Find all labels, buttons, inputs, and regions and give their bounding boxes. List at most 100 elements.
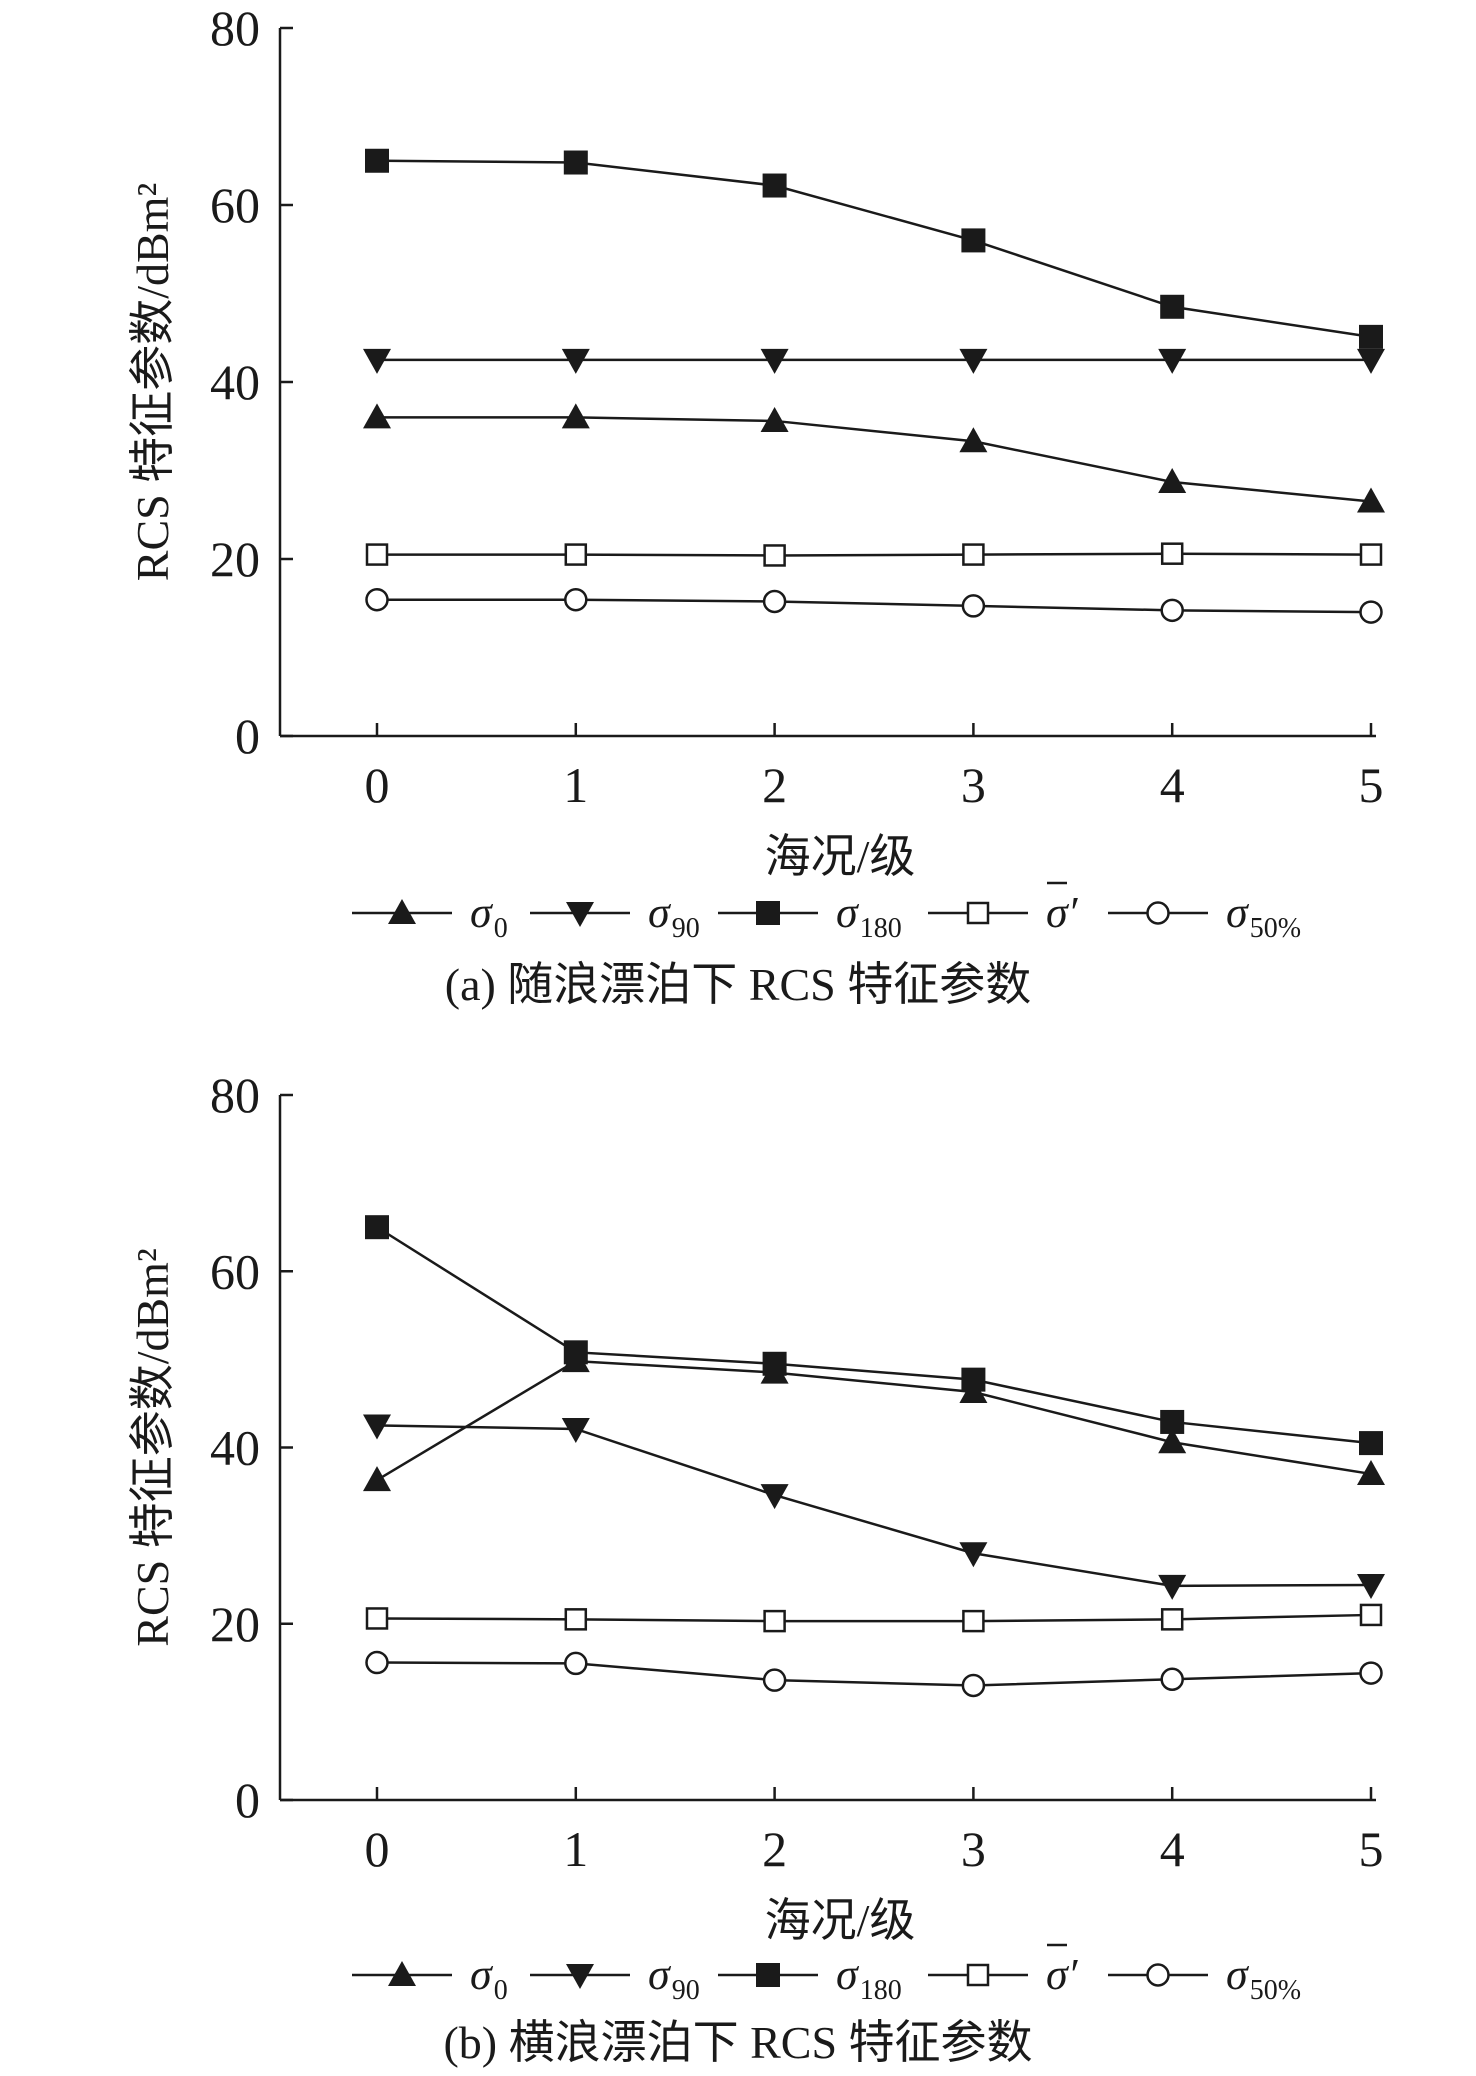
data-point-3-1	[564, 1608, 588, 1631]
series-line-0	[377, 416, 1372, 503]
legend-marker	[1146, 901, 1170, 925]
y-tick-label: 40	[210, 354, 260, 410]
x-tick-label: 2	[762, 757, 787, 813]
x-tick-label: 4	[1160, 757, 1185, 813]
data-point-3-4	[1160, 1608, 1184, 1631]
data-point-1-3	[959, 348, 988, 374]
data-point-2-2	[762, 173, 787, 198]
y-tick-label: 60	[210, 177, 260, 233]
data-point-1-1	[561, 348, 590, 374]
data-point-0-5	[1357, 487, 1385, 513]
legend-label: σ50%	[1226, 888, 1301, 944]
data-point-4-2	[762, 589, 787, 614]
data-point-1-5	[1357, 1573, 1385, 1599]
y-tick-label: 40	[210, 1420, 260, 1476]
data-point-2-0	[365, 148, 389, 173]
data-point-0-2	[760, 406, 789, 432]
data-point-2-3	[961, 228, 986, 253]
data-point-0-4	[1158, 1428, 1187, 1454]
legend-label: σ′	[1046, 888, 1079, 937]
legend-marker	[388, 899, 416, 924]
data-point-3-2	[763, 1609, 786, 1633]
x-tick-label: 4	[1160, 1821, 1185, 1877]
x-tick-label: 3	[961, 1821, 986, 1877]
x-axis-label: 海况/级	[765, 831, 916, 882]
data-point-2-3	[961, 1367, 986, 1392]
data-point-3-5	[1359, 1603, 1383, 1627]
data-point-1-1	[561, 1417, 590, 1443]
data-point-0-5	[1357, 1459, 1385, 1485]
legend-entry: σ′	[928, 1943, 1079, 1999]
data-point-2-1	[563, 1340, 588, 1365]
series-line-3	[377, 552, 1372, 557]
y-axis-label: RCS 特征参数/dBm²	[127, 183, 178, 581]
data-point-2-5	[1359, 1431, 1383, 1456]
data-point-3-0	[365, 543, 389, 566]
y-tick-label: 0	[235, 708, 260, 764]
legend-label: σ90	[648, 1950, 700, 2006]
legend-marker	[966, 1963, 990, 1987]
legend-label: σ0	[470, 1950, 508, 2006]
legend-entry: σ50%	[1108, 1950, 1301, 2006]
legend-entry: σ′	[928, 881, 1079, 937]
x-tick-label: 2	[762, 1821, 787, 1877]
data-point-2-1	[563, 150, 588, 175]
data-point-4-2	[762, 1668, 787, 1692]
x-tick-label: 1	[563, 757, 588, 813]
data-point-4-0	[365, 1650, 389, 1675]
data-point-1-2	[760, 1484, 789, 1510]
legend-entry: σ90	[530, 888, 700, 944]
series-line-2	[376, 1226, 1372, 1445]
legend-entry: σ180	[718, 1950, 902, 2006]
data-point-4-4	[1160, 1667, 1184, 1692]
legend: σ0 σ90 σ180 σ′ σ50%	[352, 1943, 1301, 2006]
y-axis-label: RCS 特征参数/dBm²	[127, 1248, 178, 1646]
data-point-3-1	[564, 543, 588, 566]
data-point-3-2	[763, 544, 786, 567]
legend-entry: σ50%	[1108, 888, 1301, 944]
data-point-0-1	[561, 403, 590, 429]
data-point-3-0	[365, 1607, 389, 1630]
series-line-4	[376, 1661, 1372, 1687]
y-tick-label: 60	[210, 1243, 260, 1299]
legend-entry: σ180	[718, 888, 902, 944]
x-tick-label: 5	[1359, 757, 1384, 813]
legend-label: σ180	[836, 888, 902, 944]
legend-entry: σ0	[352, 1950, 508, 2006]
data-point-1-4	[1158, 1574, 1187, 1600]
data-point-2-4	[1160, 1409, 1185, 1434]
legend-entry: σ90	[530, 1950, 700, 2006]
data-point-1-5	[1357, 348, 1385, 374]
x-tick-label: 0	[365, 1821, 390, 1877]
data-point-2-2	[762, 1351, 787, 1376]
x-tick-label: 1	[563, 1821, 588, 1877]
legend-label: σ50%	[1226, 1950, 1301, 2006]
data-point-4-0	[365, 587, 389, 612]
x-tick-label: 5	[1359, 1821, 1384, 1877]
legend-marker	[756, 901, 780, 925]
data-point-2-5	[1359, 324, 1383, 349]
series-line-4	[377, 598, 1372, 614]
data-point-3-5	[1359, 543, 1383, 566]
legend-marker	[756, 1963, 780, 1987]
x-tick-label: 0	[365, 757, 390, 813]
data-point-4-5	[1359, 600, 1383, 624]
data-point-3-4	[1160, 542, 1184, 565]
y-tick-label: 80	[210, 0, 260, 56]
legend-label: σ90	[648, 888, 700, 944]
legend-label: σ180	[836, 1950, 902, 2006]
data-point-2-4	[1160, 294, 1185, 319]
data-point-1-3	[959, 1542, 988, 1568]
data-point-3-3	[962, 1609, 985, 1633]
data-point-4-3	[961, 594, 986, 618]
data-point-0-4	[1158, 468, 1187, 494]
series-line-2	[376, 159, 1372, 339]
x-tick-label: 3	[961, 757, 986, 813]
legend-label: σ0	[470, 888, 508, 944]
data-point-1-0	[363, 1414, 391, 1440]
data-point-1-4	[1158, 348, 1187, 374]
legend-marker	[566, 902, 594, 927]
chart-panel-a: 0 20 40 60 80 0 1 2 3 4 5 海况/级 RCS 特征参数/dBm² σ0 σ90 σ18…	[127, 0, 1385, 1010]
legend: σ0 σ90 σ180 σ′ σ50%	[352, 881, 1301, 944]
